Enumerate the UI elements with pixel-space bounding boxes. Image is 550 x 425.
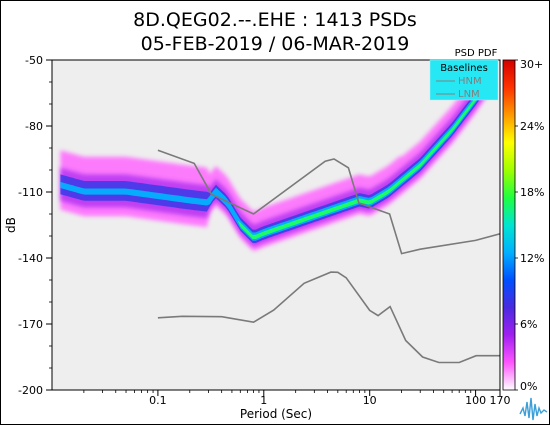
colorbar-tick-label: 24% [520,120,544,133]
x-tick-label: 10 [363,394,377,407]
y-tick-label: -50 [25,54,43,67]
y-tick-label: -80 [25,120,43,133]
colorbar-tick-label: 18% [520,186,544,199]
legend-lnm-label: LNM [458,89,480,100]
legend-title: Baselines [440,63,488,74]
x-tick-label: 1 [260,394,267,407]
x-tick-label: 170 [490,394,511,407]
x-tick-label: 0.1 [149,394,167,407]
y-axis-label: dB [4,217,18,233]
colorbar-tick-label: 0% [520,380,537,393]
seismogram-logo-icon [519,397,548,421]
y-tick-label: -200 [18,384,43,397]
legend: Baselines HNM LNM [429,59,499,101]
x-axis-ticks: 0.1 1 10 100 170 [83,390,511,407]
x-axis-label: Period (Sec) [240,407,312,421]
baseline-lnm [157,271,500,364]
baseline-hnm [157,149,500,255]
y-axis-ticks: -50 -80 -110 -140 -170 -200 [18,54,52,397]
legend-hnm-label: HNM [458,76,482,87]
y-tick-label: -140 [18,252,43,265]
baseline-lines [157,149,500,364]
chart-title-line2: 05-FEB-2019 / 06-MAR-2019 [141,33,410,55]
legend-box [429,59,499,101]
psd-density-layer [60,60,488,251]
colorbar [502,59,516,391]
colorbar-title: PSD PDF [455,48,498,59]
colorbar-tick-label: 6% [520,318,537,331]
colorbar-tick-label: 12% [520,252,544,265]
plot-border [51,59,501,391]
colorbar-tick-label: 30+ [520,58,543,71]
chart-title-line1: 8D.QEG02.--.EHE : 1413 PSDs [133,9,417,31]
pdf-band-mid [60,74,488,243]
pdf-band-high [60,77,488,241]
colorbar-ticks: 30+ 24% 18% 12% 6% 0% [515,58,544,393]
x-tick-label: 100 [465,394,486,407]
y-tick-label: -170 [18,318,43,331]
y-tick-label: -110 [18,186,43,199]
